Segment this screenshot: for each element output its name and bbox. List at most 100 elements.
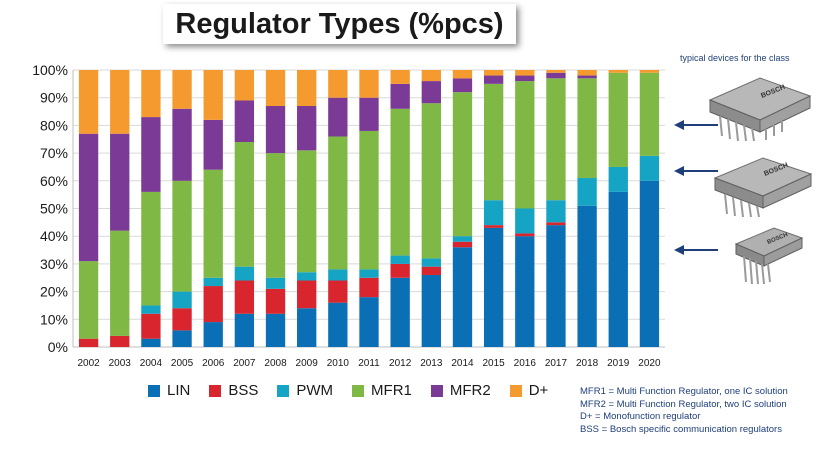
bar-lin-2011 xyxy=(359,297,379,347)
arrow-to-device-3 xyxy=(674,245,718,255)
abbreviation-notes: MFR1 = Multi Function Regulator, one IC … xyxy=(580,386,788,436)
bar-mfr1-2003 xyxy=(110,230,130,336)
legend-item-pwm: PWM xyxy=(277,382,333,399)
legend-label-mfr2: MFR2 xyxy=(449,382,491,399)
chart-title-text: Regulator Types (%pcs) xyxy=(175,7,504,40)
bar-bss-2011 xyxy=(359,277,379,298)
bar-mfr2-2007 xyxy=(234,100,255,143)
regulator-ic-image-1: BOSCH xyxy=(708,77,812,142)
x-tick-label-2004: 2004 xyxy=(140,358,163,369)
bar-dplus-2013 xyxy=(421,70,441,82)
bar-bss-2017 xyxy=(546,222,566,226)
bar-dplus-2018 xyxy=(577,70,597,76)
bar-dplus-2004 xyxy=(141,70,161,118)
x-tick-label-2011: 2011 xyxy=(358,358,380,369)
bar-dplus-2005 xyxy=(172,70,192,109)
bar-mfr2-2014 xyxy=(452,78,473,93)
x-tick-label-2019: 2019 xyxy=(607,358,630,369)
bar-mfr2-2003 xyxy=(110,133,130,231)
legend-label-dplus: D+ xyxy=(528,382,549,399)
regulator-ic-image-3: BOSCH xyxy=(734,227,804,285)
bar-bss-2009 xyxy=(297,280,317,309)
bar-dplus-2020 xyxy=(639,70,660,73)
bar-bss-2012 xyxy=(390,263,410,278)
bar-mfr2-2011 xyxy=(359,97,379,131)
bar-lin-2006 xyxy=(203,322,223,347)
chart-title: Regulator Types (%pcs) xyxy=(163,4,516,44)
bar-dplus-2014 xyxy=(452,70,473,79)
bar-dplus-2002 xyxy=(78,70,99,134)
bar-pwm-2006 xyxy=(203,277,223,287)
bar-mfr1-2019 xyxy=(608,72,628,167)
bar-mfr2-2016 xyxy=(515,75,535,82)
x-tick-label-2006: 2006 xyxy=(202,358,225,369)
legend-label-lin: LIN xyxy=(167,382,191,399)
bar-lin-2019 xyxy=(608,191,628,347)
bar-pwm-2013 xyxy=(421,258,441,267)
bar-lin-2016 xyxy=(515,236,535,347)
bar-dplus-2012 xyxy=(390,70,410,84)
bar-dplus-2008 xyxy=(265,70,286,107)
bar-mfr1-2016 xyxy=(515,81,535,209)
legend-item-bss: BSS xyxy=(209,382,258,399)
bar-mfr1-2013 xyxy=(421,103,441,259)
y-tick-label-70: 70% xyxy=(40,145,68,161)
bar-bss-2006 xyxy=(203,286,223,323)
bar-mfr1-2020 xyxy=(639,72,660,156)
bar-lin-2009 xyxy=(297,308,317,347)
legend: LIN BSS PWM MFR1 MFR2 D+ xyxy=(148,382,567,399)
x-tick-label-2020: 2020 xyxy=(638,358,661,369)
y-tick-label-20: 20% xyxy=(40,284,68,300)
bar-mfr1-2005 xyxy=(172,180,192,292)
bar-mfr2-2012 xyxy=(390,83,410,109)
bar-mfr1-2017 xyxy=(546,78,566,201)
bar-dplus-2009 xyxy=(297,70,317,107)
bar-pwm-2008 xyxy=(265,277,286,289)
bar-mfr1-2011 xyxy=(359,130,379,270)
bar-bss-2007 xyxy=(234,280,255,314)
bar-pwm-2017 xyxy=(546,200,566,223)
bar-bss-2013 xyxy=(421,266,441,275)
bar-mfr2-2005 xyxy=(172,108,192,181)
bar-mfr2-2013 xyxy=(421,81,441,104)
bar-pwm-2016 xyxy=(515,208,535,234)
bar-bss-2015 xyxy=(483,225,504,228)
y-tick-label-60: 60% xyxy=(40,173,68,189)
bar-lin-2004 xyxy=(141,338,161,347)
x-tick-label-2009: 2009 xyxy=(296,358,319,369)
bar-pwm-2007 xyxy=(234,266,255,281)
legend-item-dplus: D+ xyxy=(509,382,549,399)
x-tick-label-2007: 2007 xyxy=(233,358,256,369)
bar-dplus-2015 xyxy=(483,70,504,76)
bar-mfr2-2017 xyxy=(546,72,566,79)
legend-swatch-mfr2 xyxy=(430,384,443,397)
bar-mfr1-2006 xyxy=(203,169,223,278)
x-tick-label-2014: 2014 xyxy=(451,358,474,369)
bar-pwm-2019 xyxy=(608,166,628,192)
bar-lin-2005 xyxy=(172,330,192,347)
bar-mfr2-2015 xyxy=(483,75,504,84)
side-caption: typical devices for the class xyxy=(680,53,790,63)
x-tick-label-2018: 2018 xyxy=(576,358,599,369)
x-tick-label-2003: 2003 xyxy=(109,358,132,369)
x-tick-label-2002: 2002 xyxy=(77,358,100,369)
bar-mfr2-2010 xyxy=(328,97,348,137)
bar-mfr1-2010 xyxy=(328,136,348,270)
bar-mfr1-2008 xyxy=(265,153,286,278)
legend-swatch-lin xyxy=(148,384,160,397)
bar-pwm-2005 xyxy=(172,291,192,309)
bar-bss-2002 xyxy=(78,338,99,347)
x-tick-label-2012: 2012 xyxy=(389,358,412,369)
bar-lin-2014 xyxy=(452,247,473,347)
note-mfr1: MFR1 = Multi Function Regulator, one IC … xyxy=(580,386,788,397)
bar-pwm-2015 xyxy=(483,200,504,226)
y-tick-label-90: 90% xyxy=(40,90,68,106)
legend-swatch-mfr1 xyxy=(352,384,365,397)
arrow-to-device-1 xyxy=(674,120,718,130)
regulator-ic-image-2: BOSCH xyxy=(713,157,813,218)
y-tick-label-100: 100% xyxy=(32,62,68,78)
bar-bss-2010 xyxy=(328,280,348,303)
bar-lin-2015 xyxy=(483,227,504,347)
legend-item-lin: LIN xyxy=(148,382,190,399)
